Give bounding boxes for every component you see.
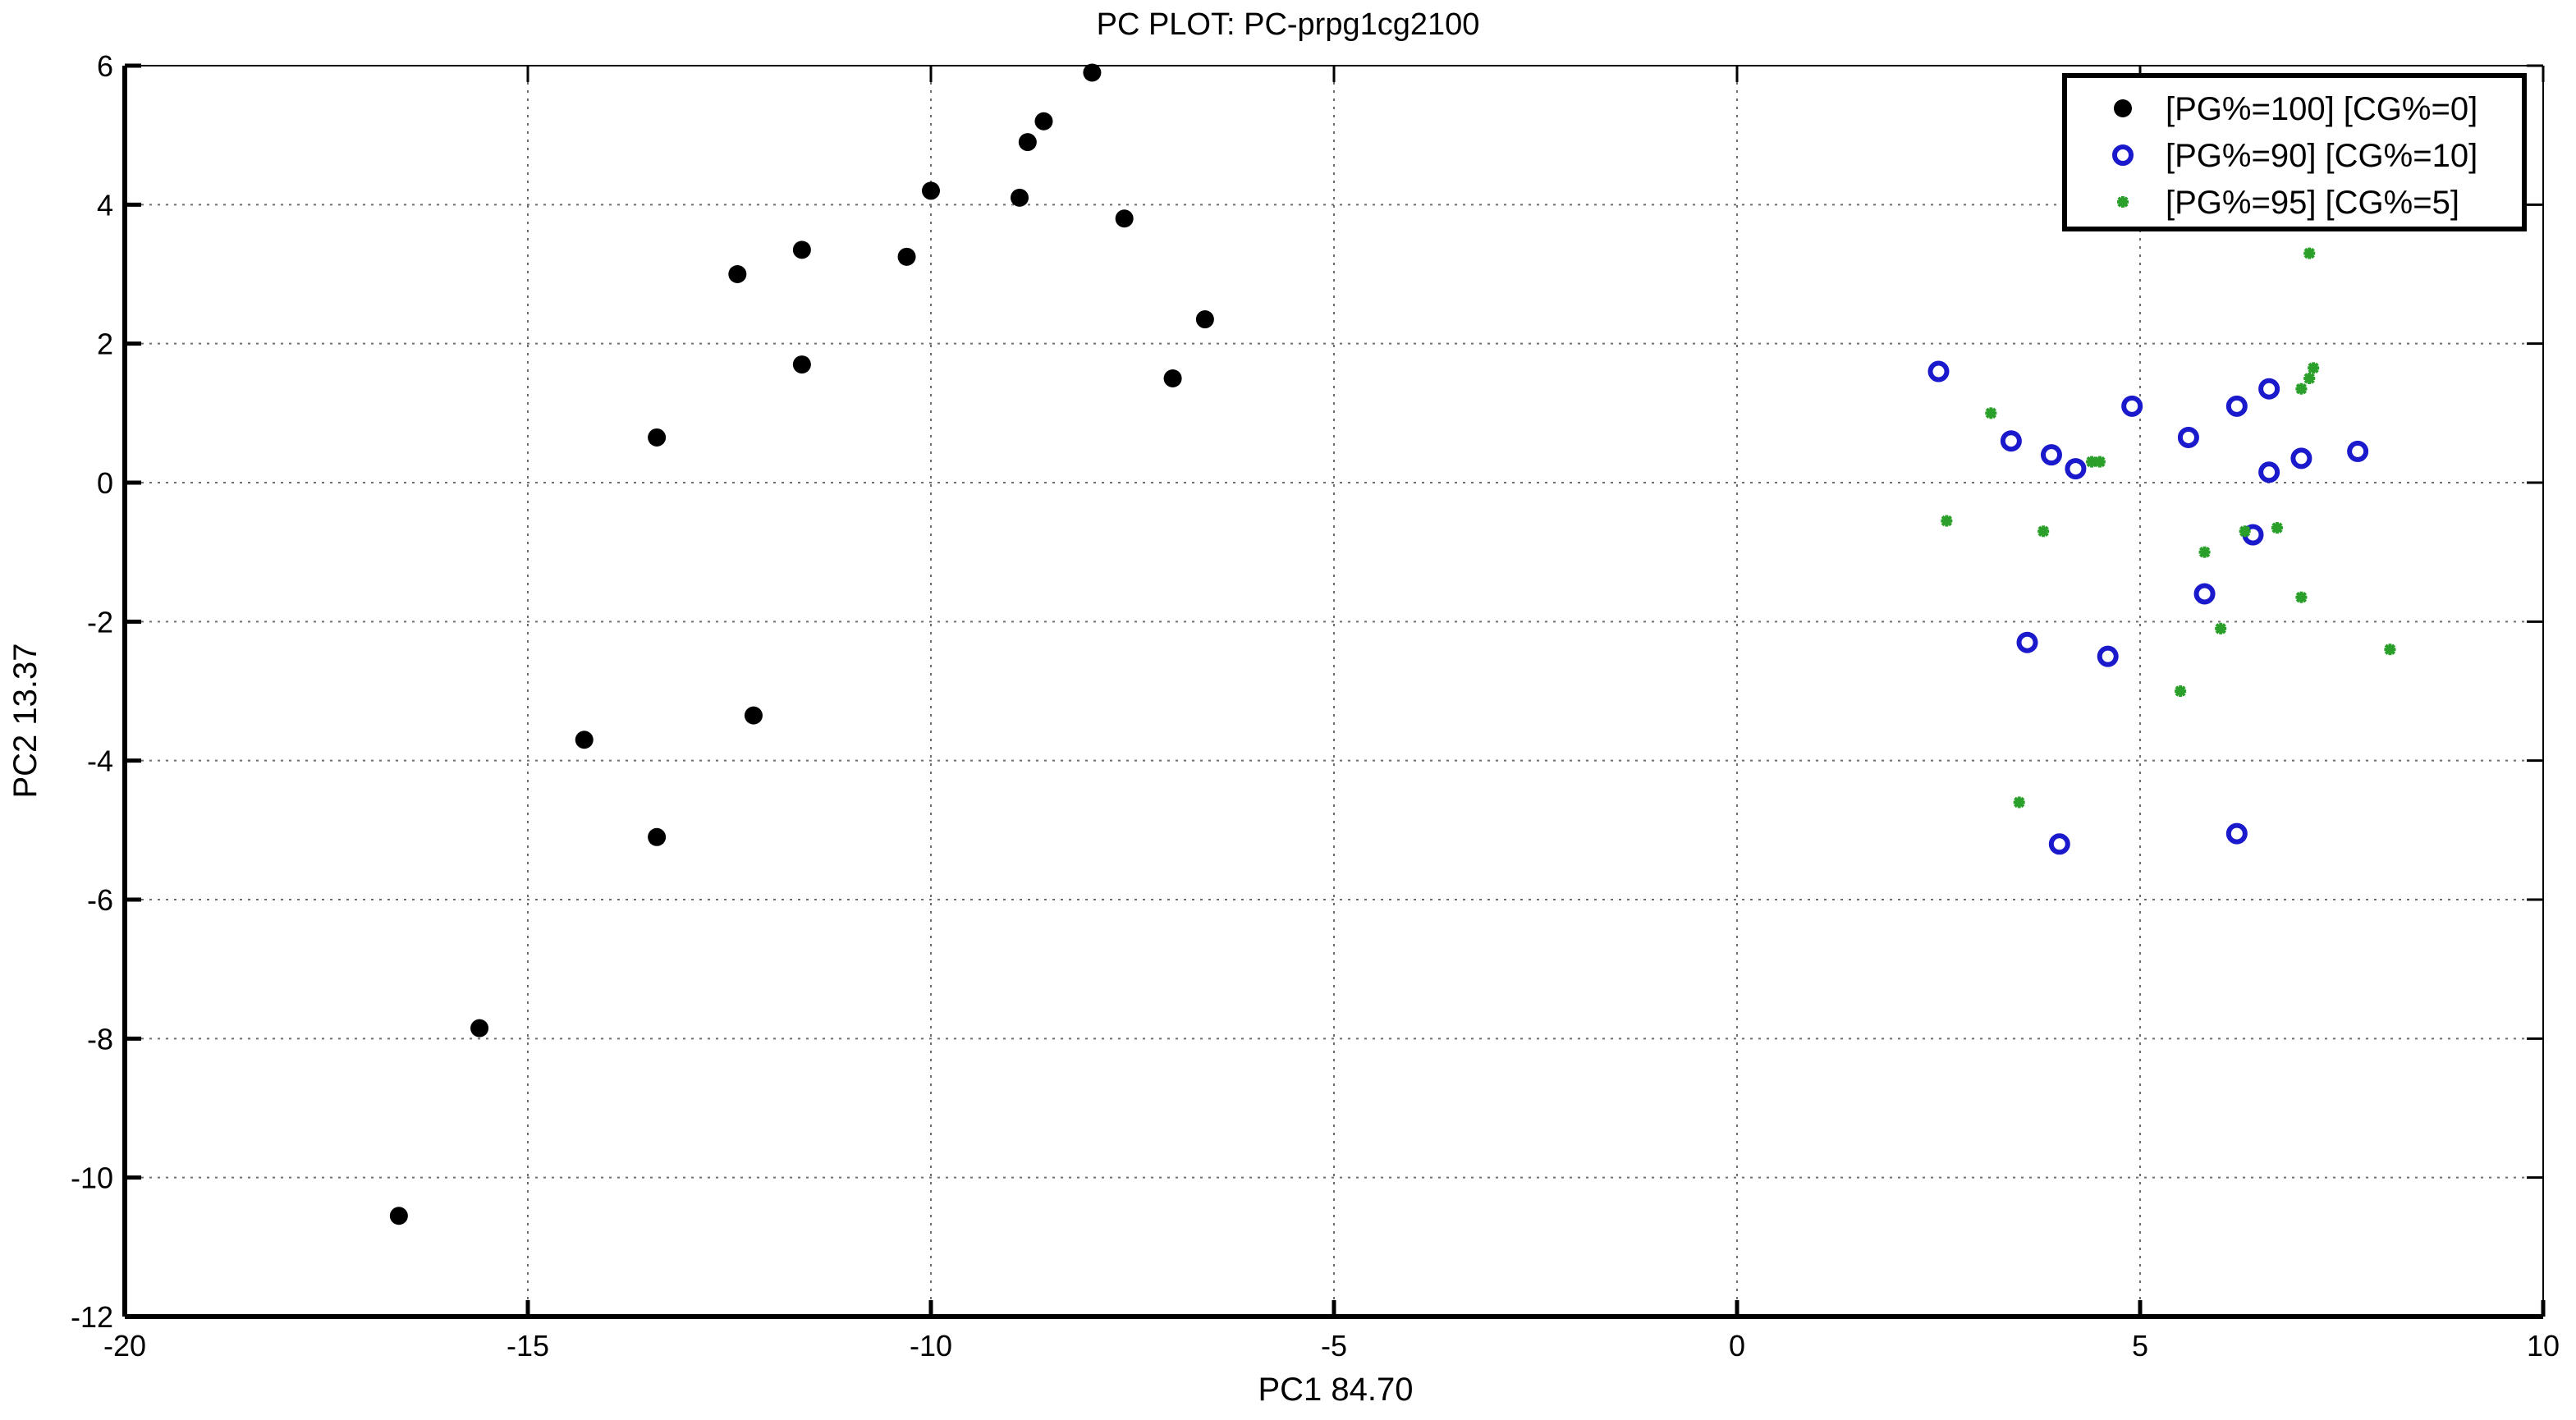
legend-label: [PG%=90] [CG%=10]: [2166, 138, 2477, 174]
legend: [PG%=100] [CG%=0] [PG%=90] [CG%=10] [PG%=9…: [2062, 73, 2527, 231]
data-point: [2295, 382, 2308, 395]
data-point: [1034, 112, 1053, 131]
y-tick-label: -12: [71, 1300, 113, 1334]
y-tick-label: -2: [87, 605, 113, 639]
y-tick-label: -4: [87, 744, 113, 778]
data-point: [2239, 525, 2251, 538]
y-tick-label: -10: [71, 1161, 113, 1195]
data-point: [744, 706, 763, 725]
data-point: [792, 355, 811, 374]
data-point: [648, 827, 667, 846]
data-point: [2303, 373, 2316, 384]
data-point: [792, 240, 811, 259]
data-point: [2037, 525, 2050, 538]
y-tick-label: 2: [97, 328, 113, 361]
legend-marker: [2114, 99, 2132, 117]
y-tick-label: 0: [97, 466, 113, 500]
data-point: [2177, 426, 2199, 448]
legend-marker: [2112, 144, 2134, 166]
data-point: [2000, 430, 2022, 452]
x-tick-label: -15: [506, 1329, 549, 1363]
data-point: [1115, 209, 1134, 228]
data-point: [389, 1207, 408, 1225]
data-point: [2303, 247, 2316, 259]
series-2: [1927, 360, 2369, 855]
grid-lines: [125, 66, 2543, 1317]
data-point: [2225, 395, 2248, 417]
x-axis-label: PC1 84.70: [1258, 1372, 1413, 1408]
data-point: [2198, 546, 2211, 558]
data-point: [1195, 310, 1214, 329]
y-tick-label: 6: [97, 49, 113, 83]
x-tick-label: -5: [1321, 1329, 1347, 1363]
y-tick-label: -6: [87, 883, 113, 917]
data-point: [2013, 796, 2025, 808]
data-point: [2271, 522, 2283, 534]
data-point: [2040, 444, 2062, 466]
data-point: [2295, 591, 2308, 603]
axes: [122, 63, 2546, 1319]
y-axis-label: PC2 13.37: [7, 643, 44, 798]
series-1: [389, 63, 1214, 1225]
data-point: [470, 1019, 489, 1038]
data-point: [2347, 440, 2369, 462]
y-tick-label: 4: [97, 188, 113, 222]
x-tick-label: 10: [2527, 1329, 2560, 1363]
x-tick-label: 0: [1729, 1329, 1745, 1363]
data-point: [1927, 360, 1950, 382]
data-point: [2258, 461, 2280, 483]
legend-box: [2062, 73, 2527, 231]
data-point: [2225, 822, 2248, 845]
data-point: [2258, 378, 2280, 400]
chart-title: PC PLOT: PC-prpg1cg2100: [1097, 7, 1480, 42]
data-point: [728, 265, 747, 283]
x-tick-label: -20: [103, 1329, 146, 1363]
data-points: [389, 63, 2396, 1225]
data-point: [1011, 188, 1029, 207]
data-point: [2193, 583, 2216, 605]
data-point: [2290, 447, 2312, 470]
data-point: [1163, 369, 1182, 387]
data-point: [648, 428, 667, 447]
data-point: [2384, 644, 2396, 656]
data-point: [2093, 456, 2106, 468]
data-point: [575, 731, 594, 749]
data-point: [1985, 407, 1997, 419]
data-point: [2121, 395, 2143, 417]
y-tick-label: -8: [87, 1022, 113, 1056]
data-point: [1018, 133, 1037, 152]
data-point: [2048, 833, 2070, 855]
data-point: [2308, 362, 2320, 374]
data-point: [2175, 685, 2187, 697]
data-point: [922, 181, 940, 200]
data-point: [1941, 515, 1953, 527]
x-tick-label: 5: [2132, 1329, 2148, 1363]
data-point: [897, 247, 916, 266]
data-point: [1083, 63, 1102, 82]
series-3: [1941, 247, 2396, 808]
x-tick-label: -10: [910, 1329, 952, 1363]
data-point: [2016, 631, 2038, 653]
data-point: [2215, 622, 2227, 634]
legend-label: [PG%=95] [CG%=5]: [2166, 185, 2459, 221]
legend-label: [PG%=100] [CG%=0]: [2166, 91, 2477, 127]
data-point: [2065, 458, 2087, 480]
data-point: [2097, 645, 2119, 667]
legend-marker: [2117, 196, 2129, 208]
